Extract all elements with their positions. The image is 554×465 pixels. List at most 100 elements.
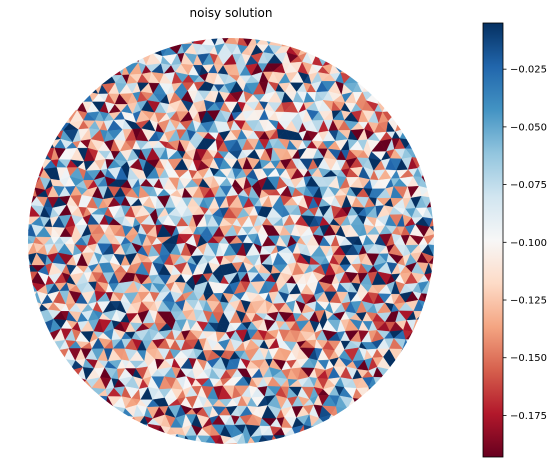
mesh-triangle [245, 436, 258, 444]
mesh-triangle [361, 84, 377, 93]
mesh-triangle [355, 399, 368, 406]
mesh-triangle [402, 348, 411, 359]
mesh-triangle [232, 26, 240, 34]
mesh-triangle [223, 443, 238, 444]
mesh-triangle [236, 432, 247, 444]
mesh-triangle [16, 225, 26, 237]
mesh-triangle [57, 109, 70, 124]
mesh-triangle [18, 217, 26, 225]
mesh-triangle [428, 256, 434, 267]
mesh-triangle [417, 159, 430, 169]
mesh-triangle [28, 281, 32, 295]
mesh-triangle [426, 197, 434, 208]
mesh-triangle [45, 131, 55, 142]
mesh-triangle [215, 434, 224, 444]
mesh-triangle [28, 291, 38, 301]
mesh-triangle [429, 218, 434, 228]
mesh-triangle [405, 339, 420, 353]
mesh-triangle [432, 217, 434, 226]
mesh-triangle [426, 294, 434, 305]
mesh-triangle [412, 328, 422, 340]
colorbar-tick-label: −0.075 [510, 180, 547, 191]
mesh-triangle [229, 442, 240, 444]
mesh-triangle [67, 100, 78, 111]
mesh-triangle [357, 71, 367, 85]
mesh-triangle [436, 234, 447, 246]
mesh-triangle [429, 176, 434, 190]
colorbar: −0.175 −0.150 −0.125 −0.100 −0.075 −0.050 −0.0… [482, 22, 547, 458]
mesh-triangle [254, 26, 264, 36]
mesh-triangle [365, 83, 377, 92]
mesh-triangle [310, 424, 327, 436]
mesh-triangle [220, 26, 232, 34]
mesh-triangle [28, 271, 32, 283]
mesh-triangle [270, 442, 281, 444]
mesh-triangle [404, 128, 417, 141]
mesh-triangle [194, 446, 204, 455]
mesh-triangle [432, 265, 434, 275]
mesh-triangle [42, 338, 54, 351]
mesh-triangle [424, 301, 434, 314]
colorbar-tick-label: −0.150 [510, 353, 547, 364]
colorbar-tick-label: −0.050 [510, 122, 547, 133]
mesh-triangle [69, 90, 83, 103]
mesh-triangle [382, 99, 398, 113]
mesh-triangle [122, 414, 135, 426]
colorbar-tick-label: −0.125 [510, 296, 547, 307]
mesh-triangle [391, 361, 404, 371]
mesh-triangle [18, 207, 26, 218]
mesh-triangle [335, 406, 348, 419]
mesh-triangle [175, 38, 189, 45]
mesh-triangle [64, 370, 78, 380]
mesh-triangle [152, 434, 167, 444]
mesh-triangle [256, 442, 272, 444]
mesh-triangle [428, 280, 434, 295]
mesh-triangle [368, 387, 378, 399]
mesh-triangle [432, 205, 434, 219]
mesh-triangle [159, 38, 169, 47]
mesh-triangle [284, 38, 296, 47]
triangulated-mesh-plot [16, 24, 447, 456]
mesh-triangle [203, 443, 217, 444]
mesh-triangle [436, 225, 447, 235]
mesh-triangle [181, 38, 193, 45]
mesh-triangle [415, 319, 432, 330]
colorbar-body [482, 22, 504, 458]
mesh-triangle [421, 166, 433, 178]
chart-title: noisy solution [190, 6, 273, 20]
mesh-triangle [296, 434, 306, 444]
mesh-triangle [306, 44, 318, 55]
mesh-triangle [81, 385, 93, 400]
mesh-triangle [398, 119, 412, 129]
mesh-triangle [302, 44, 312, 54]
colorbar-tick-label: −0.025 [510, 65, 547, 76]
colorbar-tick-label: −0.175 [510, 411, 547, 422]
mesh-triangle [16, 235, 26, 245]
mesh-triangle [332, 54, 348, 66]
mesh-triangle [31, 157, 45, 170]
mesh-triangle [70, 376, 83, 390]
mesh-triangle [347, 404, 357, 417]
mesh-triangle [53, 359, 65, 370]
mesh-triangle [303, 424, 312, 436]
mesh-triangle [209, 28, 220, 36]
mesh-triangle [236, 443, 247, 444]
mesh-triangle [28, 187, 35, 196]
mesh-triangle [246, 446, 257, 456]
mesh-triangle [322, 52, 334, 67]
mesh-triangle [377, 91, 389, 105]
mesh-triangle [216, 443, 231, 444]
mesh-triangle [284, 435, 297, 444]
mesh-triangle [97, 395, 108, 408]
mesh-triangle [198, 24, 209, 37]
mesh-triangle [28, 299, 38, 313]
mesh-triangle [28, 195, 31, 208]
mesh-triangle [28, 205, 31, 218]
mesh-triangle [429, 188, 434, 199]
mesh-triangle [48, 349, 60, 360]
mesh-triangle [185, 435, 198, 444]
mesh-triangle [240, 26, 254, 36]
mesh-triangle [289, 38, 304, 47]
mesh-triangle [396, 357, 406, 369]
